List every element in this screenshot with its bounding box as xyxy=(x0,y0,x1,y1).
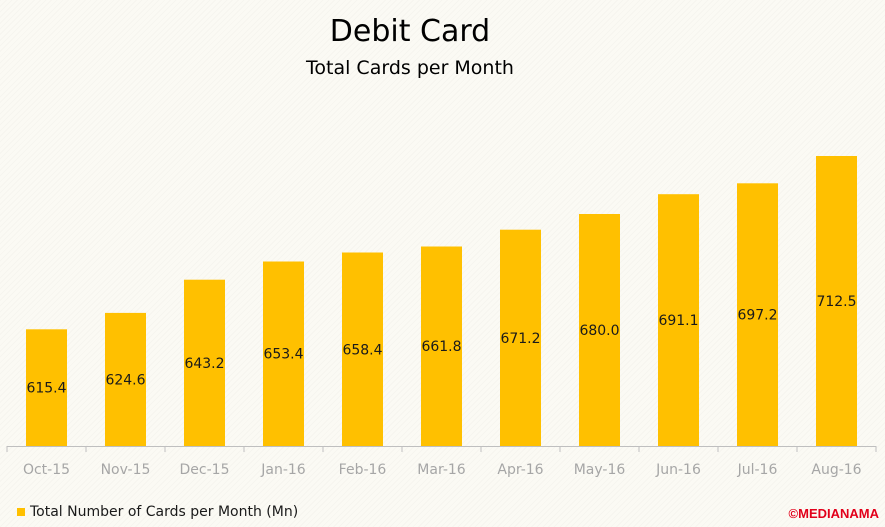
data-label-jun-16: 691.1 xyxy=(658,313,698,329)
bar-mar-16 xyxy=(421,246,462,446)
x-tick-feb-16: Feb-16 xyxy=(339,462,387,478)
x-tick-aug-16: Aug-16 xyxy=(811,462,861,478)
data-label-may-16: 680.0 xyxy=(579,323,619,339)
bar-nov-15 xyxy=(105,312,146,446)
data-label-mar-16: 661.8 xyxy=(421,339,461,355)
x-tick-nov-15: Nov-15 xyxy=(101,462,151,478)
bar-jun-16 xyxy=(658,194,699,446)
bar-jul-16 xyxy=(737,183,778,447)
data-label-jan-16: 653.4 xyxy=(263,347,303,363)
x-tick-jun-16: Jun-16 xyxy=(655,462,701,478)
bar-jan-16 xyxy=(263,261,304,446)
x-tick-mar-16: Mar-16 xyxy=(417,462,465,478)
chart-title: Debit Card xyxy=(329,14,491,49)
bar-may-16 xyxy=(579,214,620,446)
data-label-dec-15: 643.2 xyxy=(184,356,224,372)
x-tick-jul-16: Jul-16 xyxy=(737,462,778,478)
x-tick-dec-15: Dec-15 xyxy=(180,462,230,478)
watermark: ©MEDIANAMA xyxy=(788,506,879,521)
x-tick-may-16: May-16 xyxy=(574,462,626,478)
bar-aug-16 xyxy=(816,156,857,446)
bar-oct-15 xyxy=(26,329,67,446)
legend-label: Total Number of Cards per Month (Mn) xyxy=(30,504,299,520)
x-tick-apr-16: Apr-16 xyxy=(497,462,543,478)
data-label-jul-16: 697.2 xyxy=(737,308,777,324)
legend-swatch xyxy=(17,508,25,516)
chart-subtitle: Total Cards per Month xyxy=(306,57,514,79)
data-label-aug-16: 712.5 xyxy=(816,294,856,310)
data-label-oct-15: 615.4 xyxy=(26,381,66,397)
data-label-feb-16: 658.4 xyxy=(342,342,382,358)
bar-dec-15 xyxy=(184,279,225,446)
bar-apr-16 xyxy=(500,229,541,446)
bar-feb-16 xyxy=(342,252,383,446)
data-label-nov-15: 624.6 xyxy=(105,372,145,388)
x-tick-jan-16: Jan-16 xyxy=(260,462,306,478)
legend: Total Number of Cards per Month (Mn) xyxy=(17,504,298,520)
x-tick-oct-15: Oct-15 xyxy=(23,462,70,478)
data-label-apr-16: 671.2 xyxy=(500,331,540,347)
